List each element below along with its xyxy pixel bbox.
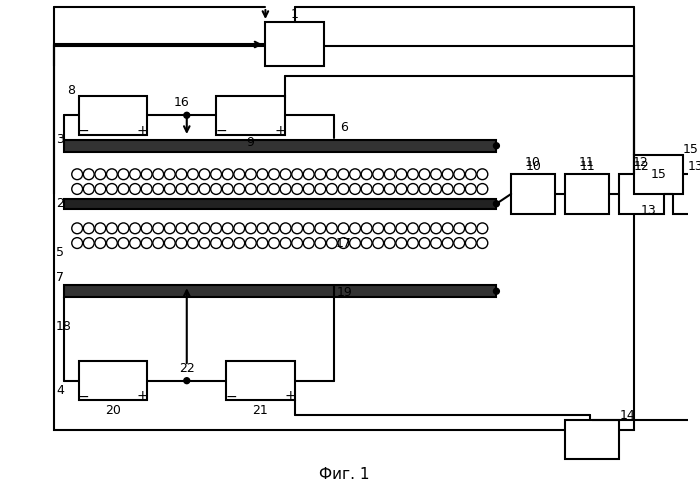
Text: 11: 11	[580, 160, 595, 173]
Bar	[64, 285, 496, 297]
Text: 14: 14	[620, 409, 635, 422]
Bar	[511, 174, 555, 213]
Bar	[64, 140, 496, 152]
Bar	[216, 96, 285, 135]
Text: +: +	[136, 124, 148, 138]
Bar	[226, 361, 295, 400]
Circle shape	[184, 378, 190, 384]
Text: 5: 5	[56, 246, 64, 259]
Text: −: −	[78, 124, 90, 138]
Text: 3: 3	[56, 133, 64, 146]
Text: 12: 12	[634, 160, 650, 173]
Circle shape	[184, 112, 190, 118]
Bar	[620, 174, 664, 213]
Text: +: +	[284, 389, 296, 403]
Circle shape	[494, 201, 499, 207]
Text: 20: 20	[105, 404, 121, 417]
Bar	[673, 174, 700, 213]
Text: 19: 19	[336, 286, 352, 299]
Text: 2: 2	[56, 197, 64, 210]
Text: 21: 21	[253, 404, 268, 417]
Text: 10: 10	[525, 160, 541, 173]
Text: 15: 15	[651, 168, 666, 181]
Text: 9: 9	[246, 136, 255, 149]
Text: −: −	[225, 389, 237, 403]
Text: +: +	[274, 124, 286, 138]
Text: 7: 7	[56, 271, 64, 284]
Bar	[565, 174, 610, 213]
Text: −: −	[216, 124, 227, 138]
Text: 13: 13	[687, 160, 700, 173]
Bar	[265, 22, 324, 66]
Text: 1: 1	[291, 7, 299, 21]
Bar	[78, 96, 148, 135]
Text: 11: 11	[579, 156, 595, 169]
Text: 10: 10	[525, 156, 540, 169]
Text: 13: 13	[641, 204, 657, 217]
Text: 16: 16	[174, 96, 190, 109]
Text: 8: 8	[66, 84, 75, 97]
Text: 18: 18	[56, 320, 72, 333]
Text: +: +	[136, 389, 148, 403]
Bar	[78, 361, 148, 400]
Bar	[634, 155, 683, 194]
Circle shape	[494, 143, 499, 149]
Text: 12: 12	[633, 156, 649, 169]
Text: 15: 15	[683, 143, 699, 156]
Bar	[64, 199, 496, 209]
Text: Фиг. 1: Фиг. 1	[318, 466, 370, 482]
Text: 17: 17	[336, 237, 352, 249]
Text: −: −	[78, 389, 90, 403]
Bar	[565, 420, 620, 459]
Text: 4: 4	[56, 384, 64, 397]
Bar	[54, 46, 634, 430]
Text: 6: 6	[340, 121, 348, 134]
Text: 22: 22	[179, 362, 195, 375]
Circle shape	[494, 288, 499, 294]
